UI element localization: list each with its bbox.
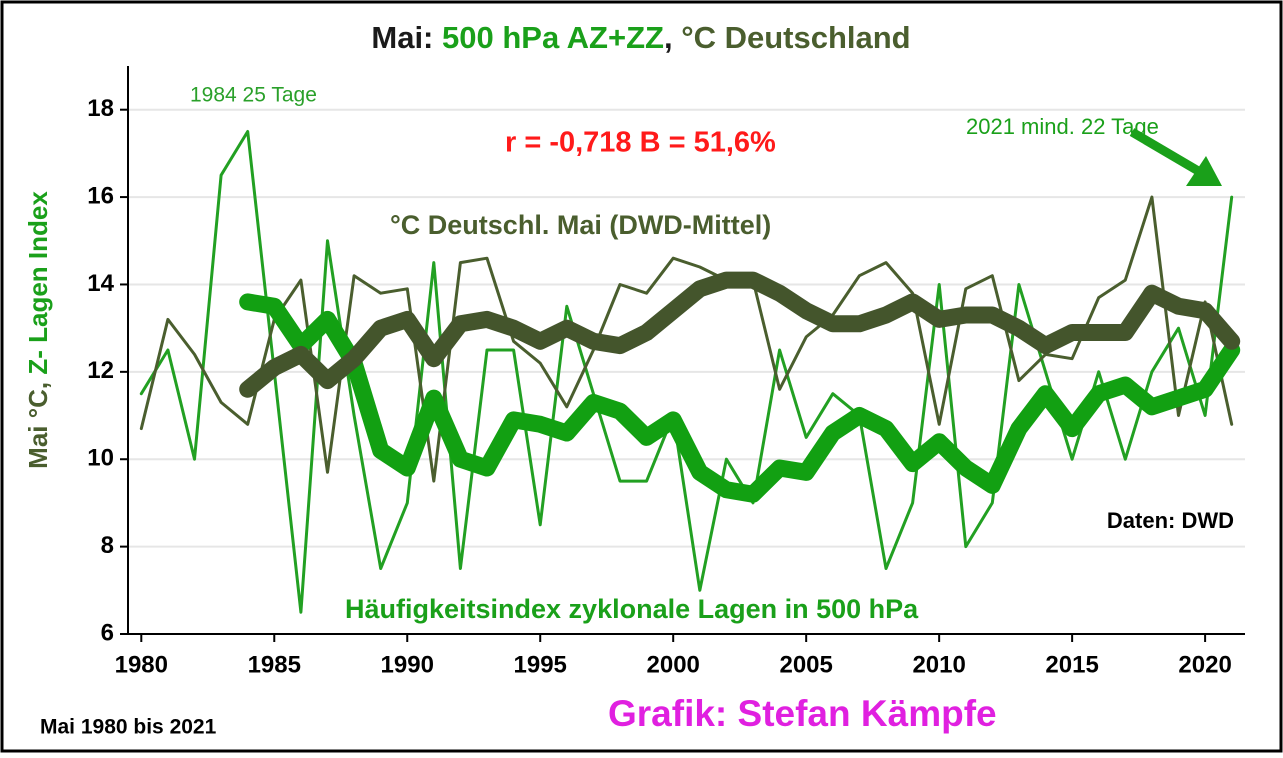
x-tick-label: 2010 xyxy=(912,651,965,678)
x-tick-label: 2005 xyxy=(779,651,832,678)
annotation: 1984 25 Tage xyxy=(190,84,317,107)
y-axis-label: Mai °C, Z- Lagen Index xyxy=(23,191,53,469)
chart-title-part: , xyxy=(664,20,681,55)
chart-title-part: °C Deutschland xyxy=(681,20,910,55)
y-tick-label: 18 xyxy=(87,95,114,122)
y-tick-label: 10 xyxy=(87,445,114,472)
x-tick-label: 1985 xyxy=(248,651,301,678)
arrow-shaft xyxy=(1129,128,1203,176)
x-tick-label: 2020 xyxy=(1178,651,1231,678)
y-tick-label: 12 xyxy=(87,357,114,384)
x-tick-label: 1980 xyxy=(115,651,168,678)
chart-title: Mai: 500 hPa AZ+ZZ, °C Deutschland xyxy=(371,20,910,55)
x-tick-label: 2015 xyxy=(1045,651,1098,678)
x-tick-label: 2000 xyxy=(647,651,700,678)
annotation: Mai 1980 bis 2021 xyxy=(40,716,217,739)
arrow xyxy=(1129,128,1222,186)
y-tick-label: 14 xyxy=(87,270,114,297)
series-line xyxy=(139,195,1234,483)
y-tick-label: 6 xyxy=(101,619,114,646)
y-tick-label: 8 xyxy=(101,532,114,559)
lines xyxy=(139,130,1241,614)
y-tick-label: 16 xyxy=(87,182,114,209)
series-line xyxy=(139,130,1234,614)
x-tick-label: 1995 xyxy=(514,651,567,678)
annotation: 2021 mind. 22 Tage xyxy=(966,114,1159,139)
annotation: Grafik: Stefan Kämpfe xyxy=(608,693,997,734)
chart-title-part: Mai: xyxy=(371,20,442,55)
annotation: Häufigkeitsindex zyklonale Lagen in 500 … xyxy=(345,594,919,624)
y-axis-label-part: Z- Lagen Index xyxy=(23,191,53,375)
annotation: Daten: DWD xyxy=(1107,508,1234,533)
y-axis-label-part: Mai °C, xyxy=(23,375,53,469)
series-line xyxy=(239,293,1241,503)
series-line xyxy=(239,271,1241,398)
arrow-head xyxy=(1186,156,1222,186)
texts: Mai: 500 hPa AZ+ZZ, °C Deutschland Mai °C… xyxy=(23,20,1234,738)
chart-title-part: 500 hPa AZ+ZZ xyxy=(442,20,664,55)
annotation: °C Deutschl. Mai (DWD-Mittel) xyxy=(390,210,771,240)
axes: 6 8 10 12 14 16 18 1980 1985 1990 1995 2000 2005 2010… xyxy=(87,66,1245,678)
annotation: r = -0,718 B = 51,6% xyxy=(505,127,776,159)
x-tick-label: 1990 xyxy=(381,651,434,678)
